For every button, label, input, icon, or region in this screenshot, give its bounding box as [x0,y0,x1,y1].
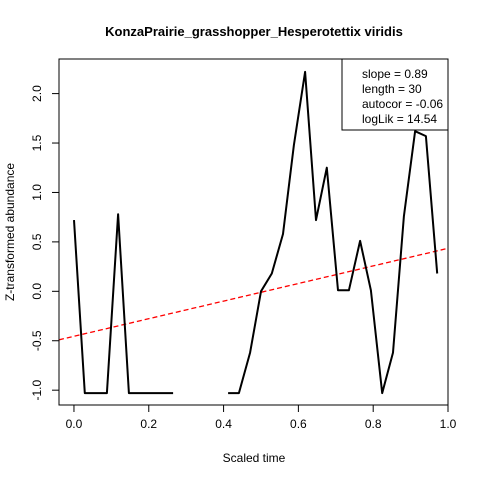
y-axis: -1.0 -0.5 0.0 0.5 1.0 1.5 2.0 [30,85,60,401]
legend-length: length = 30 [362,82,422,96]
x-tick-label: 0.4 [215,417,232,431]
plot-area [59,70,448,395]
y-tick-label: 0.5 [30,233,44,250]
y-tick-label: 1.0 [30,184,44,201]
legend: slope = 0.89 length = 30 autocor = -0.06… [341,58,449,131]
legend-autocor: autocor = -0.06 [362,97,443,111]
y-tick-label: -0.5 [30,330,44,351]
x-tick-label: 0.2 [140,417,157,431]
legend-slope: slope = 0.89 [362,67,428,81]
legend-box [341,58,449,131]
x-tick-label: 1.0 [440,417,457,431]
y-tick-label: -1.0 [30,380,44,401]
x-tick-label: 0.8 [365,417,382,431]
y-axis-label: Z-transformed abundance [3,163,17,301]
series-line-segment [228,70,439,395]
x-axis: 0.0 0.2 0.4 0.6 0.8 1.0 [66,404,457,431]
y-tick-label: 2.0 [30,85,44,102]
series-line-segment [73,213,174,395]
x-tick-label: 0.0 [66,417,83,431]
chart-title: KonzaPrairie_grasshopper_Hesperotettix v… [105,24,403,39]
y-tick-label: 1.5 [30,134,44,151]
legend-loglik: logLik = 14.54 [362,112,437,126]
y-tick-label: 0.0 [30,283,44,300]
x-tick-label: 0.6 [290,417,307,431]
x-axis-label: Scaled time [223,451,286,465]
